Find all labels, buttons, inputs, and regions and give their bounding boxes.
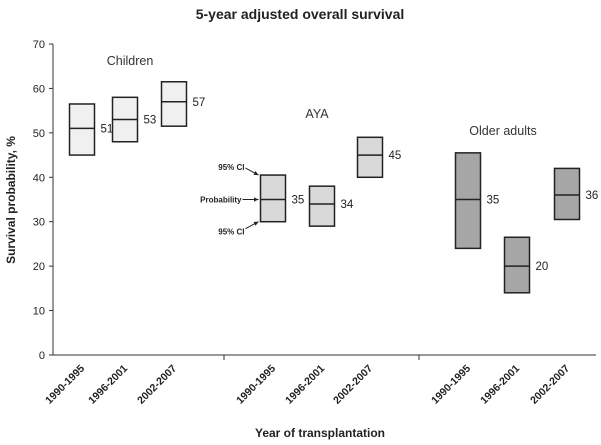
value-label: 35 [487,195,500,207]
x-tick-label: 1990-1995 [234,363,278,407]
value-label: 36 [586,190,599,202]
plot-area: Children 51 1990-1995 53 1996-2001 57 2002-200… [43,54,598,407]
probability-arrow-head [253,197,259,202]
chart-title: 5-year adjusted overall survival [196,6,405,22]
y-tick-label: 10 [33,306,45,318]
group-label: AYA [305,107,329,121]
ci-box [553,167,581,221]
y-tick-label: 20 [33,261,45,273]
y-ticks: 0 10 20 30 40 50 60 70 [33,39,53,362]
x-tick-label: 2002-2007 [331,363,375,407]
value-label: 34 [341,199,354,211]
x-tick-label: 1990-1995 [429,363,473,407]
ci-box [160,81,188,127]
ci-box [308,185,336,227]
y-axis-label: Survival probability, % [4,136,18,264]
axes [52,44,596,356]
probability-label: Probability [200,196,242,205]
value-label: 20 [536,261,549,273]
group-label: Older adults [469,124,536,138]
value-label: 57 [193,97,206,109]
ci-box [356,136,384,179]
lower-ci-arrow-head [253,221,259,226]
legend-annotations: 95% CI Probability 95% CI [200,163,259,237]
value-label: 45 [389,150,402,162]
y-tick-label: 30 [33,217,45,229]
upper-ci-label: 95% CI [218,163,244,172]
upper-ci-arrow-head [253,171,259,176]
x-tick-label: 1990-1995 [43,363,87,407]
ci-box [503,236,531,294]
y-tick-label: 60 [33,83,45,95]
ci-box [68,103,96,156]
x-axis-label: Year of transplantation [255,426,385,440]
x-tick-label: 1996-2001 [283,363,327,407]
y-tick-label: 40 [33,172,45,184]
x-tick-label: 1996-2001 [86,363,130,407]
value-label: 53 [144,115,157,127]
group-label: Children [107,54,154,68]
ci-box [259,174,287,223]
x-tick-label: 2002-2007 [135,363,179,407]
ci-box [454,152,482,250]
x-tick-label: 2002-2007 [528,363,572,407]
y-tick-label: 70 [33,39,45,51]
y-tick-label: 50 [33,128,45,140]
x-tick-label: 1996-2001 [478,363,522,407]
lower-ci-label: 95% CI [218,228,244,237]
y-tick-label: 0 [39,350,45,362]
value-label: 51 [101,123,114,135]
value-label: 35 [292,195,305,207]
